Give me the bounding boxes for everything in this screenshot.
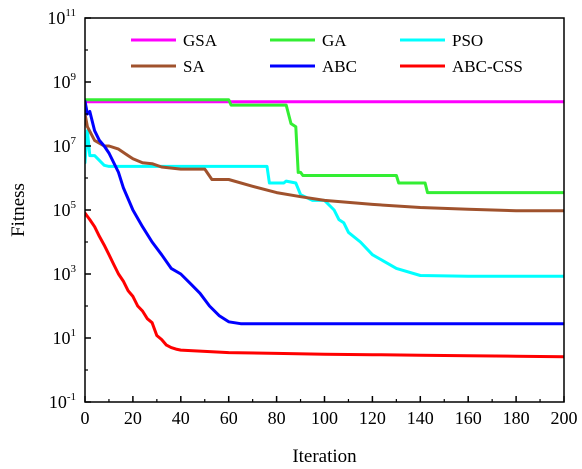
legend-label: GSA — [183, 31, 218, 50]
legend-label: PSO — [452, 31, 483, 50]
legend-item-ga: GA — [270, 31, 347, 50]
y-tick-label: 109 — [53, 71, 77, 92]
legend-item-gsa: GSA — [131, 31, 218, 50]
series-line-sa — [85, 112, 564, 213]
x-tick-label: 180 — [503, 408, 530, 428]
y-tick-label: 10-1 — [49, 391, 76, 412]
series-line-pso — [85, 129, 564, 278]
x-tick-label: 160 — [455, 408, 482, 428]
y-tick-label: 105 — [53, 199, 77, 220]
x-tick-label: 120 — [359, 408, 386, 428]
series-line-abc — [85, 99, 564, 326]
series-line-ga — [85, 98, 564, 195]
x-axis-title: Iteration — [292, 446, 357, 467]
legend-item-pso: PSO — [400, 31, 483, 50]
series-line-abc-css — [85, 211, 564, 359]
x-tick-label: 100 — [311, 408, 338, 428]
legend-item-sa: SA — [131, 57, 205, 76]
x-tick-label: 0 — [81, 408, 90, 428]
legend-item-abc: ABC — [270, 57, 357, 76]
y-tick-label: 107 — [53, 135, 77, 156]
y-axis-title: Fitness — [8, 183, 29, 237]
legend-label: ABC — [322, 57, 357, 76]
legend: GSA GA PSO SA ABC ABC-CSS — [131, 31, 523, 76]
x-tick-label: 40 — [172, 408, 190, 428]
legend-label: GA — [322, 31, 347, 50]
x-tick-label: 140 — [407, 408, 434, 428]
legend-label: ABC-CSS — [452, 57, 523, 76]
x-tick-label: 200 — [551, 408, 578, 428]
ticks-layer: 0 20 40 60 80 100 120 140 160 180 200 10-1 101 103 105… — [47, 7, 577, 428]
series-layer — [85, 98, 564, 359]
x-tick-label: 60 — [220, 408, 238, 428]
legend-item-abc-css: ABC-CSS — [400, 57, 523, 76]
x-tick-label: 80 — [268, 408, 286, 428]
legend-label: SA — [183, 57, 205, 76]
y-tick-label: 101 — [53, 327, 77, 348]
x-tick-label: 20 — [124, 408, 142, 428]
y-tick-label: 103 — [53, 263, 77, 284]
y-tick-label: 1011 — [47, 7, 76, 28]
